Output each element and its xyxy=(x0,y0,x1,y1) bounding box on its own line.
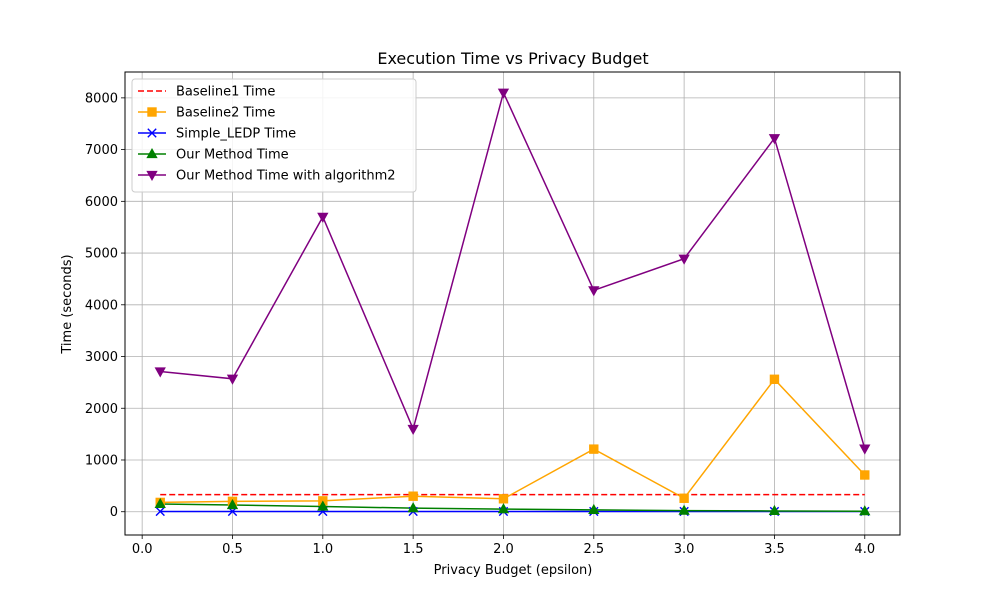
legend-marker xyxy=(147,107,157,117)
chart-title: Execution Time vs Privacy Budget xyxy=(377,49,648,68)
x-tick-label: 1.5 xyxy=(403,542,424,557)
x-tick-label: 0.0 xyxy=(132,542,153,557)
series-line xyxy=(160,378,866,504)
data-point xyxy=(588,503,600,515)
data-point xyxy=(769,374,780,384)
y-axis-ticks: 0 1000 2000 3000 4000 5000 6000 7000 8000 xyxy=(85,91,125,520)
legend-label: Baseline1 Time xyxy=(176,85,275,100)
data-point xyxy=(588,286,600,297)
y-tick-label: 3000 xyxy=(85,350,118,365)
data-point xyxy=(678,504,690,515)
legend-label: Our Method Time with algorithm2 xyxy=(176,169,396,184)
data-point xyxy=(678,254,690,265)
plot-frame xyxy=(124,71,901,536)
data-point xyxy=(154,367,166,378)
legend-marker xyxy=(147,128,157,138)
series-line xyxy=(160,503,865,512)
legend-label: Our Method Time xyxy=(176,148,289,163)
x-tick-label: 3.0 xyxy=(674,542,695,557)
y-tick-label: 1000 xyxy=(85,453,118,468)
data-point xyxy=(679,493,689,503)
legend-marker xyxy=(146,170,158,182)
data-point xyxy=(589,444,599,454)
data-point xyxy=(226,374,239,385)
y-tick-label: 7000 xyxy=(85,143,118,158)
data-point xyxy=(226,498,239,510)
legend-marker xyxy=(146,147,158,159)
y-tick-label: 2000 xyxy=(85,402,118,417)
y-tick-label: 6000 xyxy=(85,195,118,210)
data-point xyxy=(317,500,329,511)
data-point xyxy=(860,470,870,480)
y-axis-label: Time (seconds) xyxy=(60,254,75,354)
y-tick-label: 8000 xyxy=(85,91,118,106)
x-tick-label: 2.5 xyxy=(583,542,604,557)
x-tick-label: 3.5 xyxy=(764,542,785,557)
x-tick-label: 4.0 xyxy=(854,542,875,557)
x-tick-label: 2.0 xyxy=(493,542,514,557)
x-axis-label: Privacy Budget (epsilon) xyxy=(434,563,593,578)
legend-box xyxy=(131,78,417,193)
legend-label: Simple_LEDP Time xyxy=(176,127,296,142)
data-point xyxy=(154,497,166,509)
data-point xyxy=(497,503,510,514)
grid xyxy=(125,72,900,535)
data-point xyxy=(859,444,871,455)
legend-label: Baseline2 Time xyxy=(176,106,275,121)
data-point xyxy=(407,424,419,435)
data-point xyxy=(768,504,781,516)
data-point xyxy=(408,491,418,501)
data-point xyxy=(497,88,510,99)
x-tick-label: 1.0 xyxy=(312,542,333,557)
y-tick-label: 5000 xyxy=(85,247,118,262)
data-point xyxy=(407,502,419,513)
data-point xyxy=(498,494,509,504)
y-tick-label: 0 xyxy=(110,505,118,520)
data-point xyxy=(859,505,871,516)
legend: Baseline1 Time Baseline2 Time Simple_LEDP … xyxy=(131,78,417,193)
series-markers xyxy=(154,88,871,517)
data-point xyxy=(317,212,329,223)
x-tick-label: 0.5 xyxy=(222,542,243,557)
data-point xyxy=(155,506,165,517)
data-point xyxy=(768,134,781,145)
y-tick-label: 4000 xyxy=(85,298,118,313)
x-axis-ticks: 0.0 0.5 1.0 1.5 2.0 2.5 3.0 3.5 4.0 xyxy=(132,535,875,557)
